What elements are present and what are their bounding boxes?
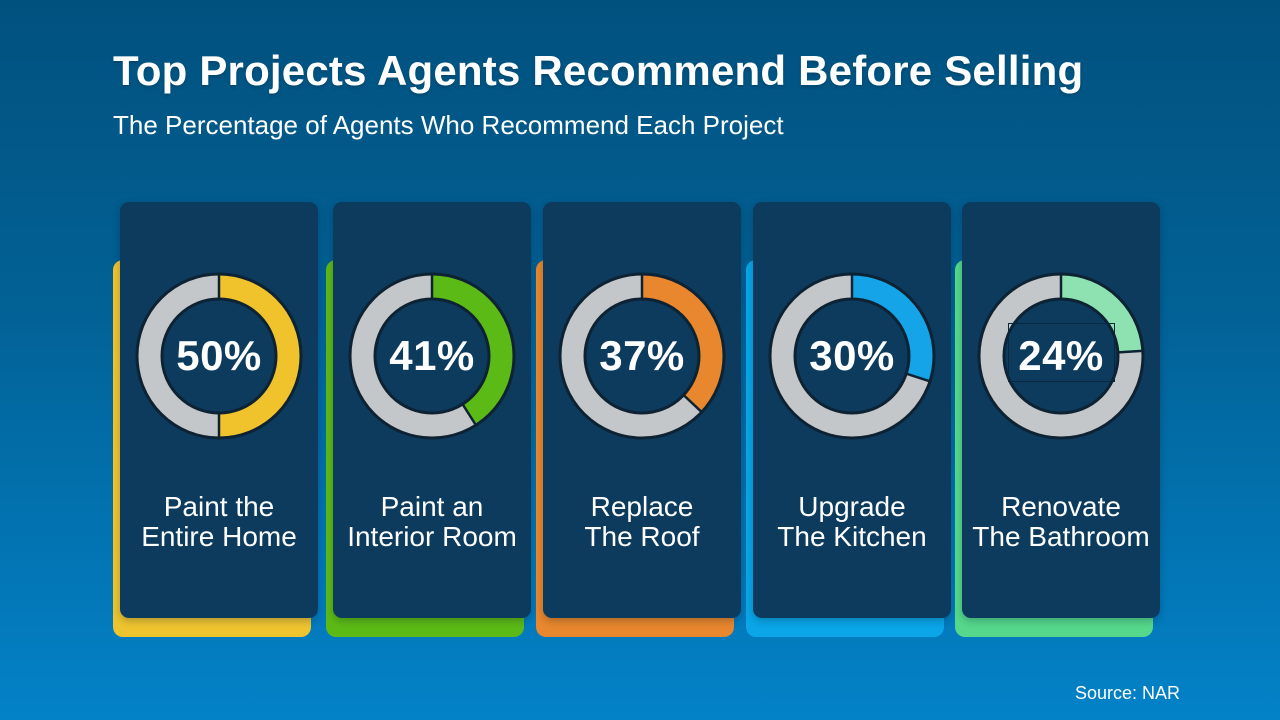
card-panel: 41% Paint an Interior Room	[333, 202, 531, 618]
project-label: Replace The Roof	[584, 491, 700, 552]
project-label: Renovate The Bathroom	[972, 491, 1150, 552]
percent-value: 37%	[599, 332, 685, 379]
page-title: Top Projects Agents Recommend Before Sel…	[113, 47, 1084, 94]
percent-value: 24%	[1018, 332, 1104, 379]
percent-value: 41%	[389, 332, 475, 379]
card-panel: 50% Paint the Entire Home	[120, 202, 318, 618]
project-card-upgrade-kitchen: 30% Upgrade The Kitchen	[746, 202, 951, 637]
donut-chart	[977, 272, 1145, 440]
project-card-paint-entire-home: 50% Paint the Entire Home	[113, 202, 318, 637]
card-panel: 24% Renovate The Bathroom	[962, 202, 1160, 618]
source-note: Source: NAR	[1075, 683, 1181, 703]
page-subtitle: The Percentage of Agents Who Recommend E…	[113, 110, 784, 140]
card-panel: 30% Upgrade The Kitchen	[753, 202, 951, 618]
percent-value: 50%	[176, 332, 262, 379]
project-card-replace-roof: 37% Replace The Roof	[536, 202, 741, 637]
donut-chart	[348, 272, 516, 440]
project-card-paint-interior-room: 41% Paint an Interior Room	[326, 202, 531, 637]
project-label: Paint an Interior Room	[347, 491, 517, 552]
percent-value: 30%	[809, 332, 895, 379]
card-panel: 37% Replace The Roof	[543, 202, 741, 618]
donut-chart	[135, 272, 303, 440]
project-label: Upgrade The Kitchen	[777, 491, 927, 552]
project-card-renovate-bathroom: 24% Renovate The Bathroom	[955, 202, 1160, 637]
donut-chart	[558, 272, 726, 440]
project-label: Paint the Entire Home	[141, 491, 297, 552]
donut-chart	[768, 272, 936, 440]
